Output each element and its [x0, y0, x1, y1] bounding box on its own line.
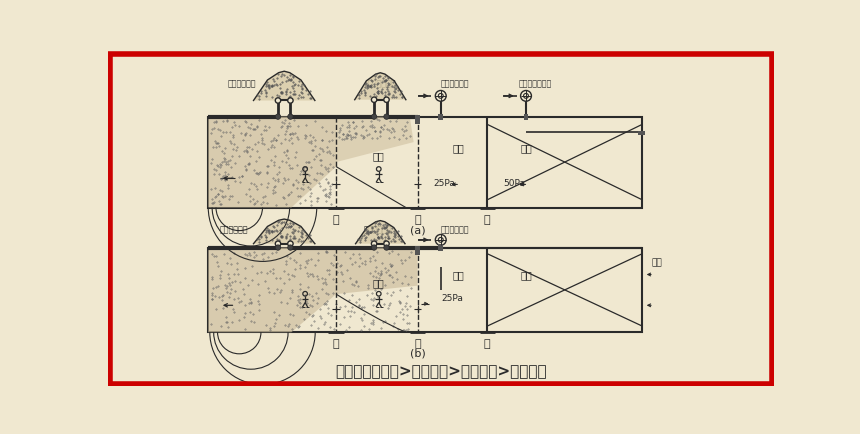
Polygon shape [254, 220, 315, 244]
Text: 房间机械排烟: 房间机械排烟 [228, 79, 256, 88]
Circle shape [439, 238, 443, 243]
Bar [524, 114, 528, 121]
Text: 走道机械排烟: 走道机械排烟 [363, 225, 392, 234]
Text: 防烟楼梯间压力>前室压力>走道压力>房间压力: 防烟楼梯间压力>前室压力>走道压力>房间压力 [335, 363, 547, 378]
Text: 走道: 走道 [373, 278, 384, 288]
Circle shape [524, 94, 528, 99]
Text: 门: 门 [415, 214, 421, 224]
Circle shape [384, 98, 390, 103]
Circle shape [439, 94, 443, 99]
Text: 50Pa: 50Pa [503, 178, 525, 187]
Text: 走道机械排烟: 走道机械排烟 [367, 79, 396, 88]
Text: 25Pa: 25Pa [441, 293, 464, 302]
Circle shape [275, 115, 280, 120]
Text: (a): (a) [409, 224, 426, 234]
Text: 前室: 前室 [452, 143, 464, 153]
Circle shape [275, 99, 280, 104]
Text: 门: 门 [333, 214, 340, 224]
Text: 外墙: 外墙 [652, 257, 662, 266]
Circle shape [435, 91, 446, 102]
Circle shape [372, 98, 377, 103]
Text: 门: 门 [415, 338, 421, 348]
Circle shape [288, 245, 293, 251]
Circle shape [275, 245, 280, 251]
Polygon shape [355, 221, 405, 244]
Bar [208, 248, 642, 332]
Circle shape [384, 245, 390, 251]
Circle shape [288, 99, 293, 104]
Circle shape [435, 235, 446, 246]
Text: 前室正压送风: 前室正压送风 [440, 225, 470, 234]
Text: 门: 门 [484, 214, 490, 224]
Text: 走道: 走道 [373, 151, 384, 161]
Polygon shape [336, 117, 414, 163]
Text: 楼梯: 楼梯 [520, 270, 531, 280]
Text: (b): (b) [409, 348, 426, 358]
Text: 楼梯间正压送风: 楼梯间正压送风 [519, 79, 551, 88]
Text: 房间机械排烟: 房间机械排烟 [220, 225, 249, 234]
Polygon shape [208, 248, 417, 332]
Bar [638, 131, 645, 136]
Text: 楼梯: 楼梯 [520, 143, 531, 153]
Circle shape [520, 91, 531, 102]
Circle shape [372, 115, 377, 120]
Bar [415, 247, 420, 256]
Bar [439, 114, 443, 121]
Polygon shape [208, 117, 336, 208]
Circle shape [384, 115, 390, 120]
Text: 前室: 前室 [452, 270, 464, 280]
Bar [415, 116, 420, 125]
Circle shape [372, 245, 377, 251]
Text: 门: 门 [333, 338, 340, 348]
Polygon shape [354, 74, 406, 101]
Text: 25Pa: 25Pa [433, 178, 456, 187]
Circle shape [288, 115, 293, 120]
Bar [208, 117, 642, 208]
Circle shape [372, 241, 377, 247]
Circle shape [384, 241, 390, 247]
Text: 门: 门 [484, 338, 490, 348]
Circle shape [275, 241, 280, 247]
Circle shape [288, 241, 293, 247]
Text: 前室正压送风: 前室正压送风 [440, 79, 470, 88]
Polygon shape [254, 72, 315, 101]
Bar [439, 245, 443, 251]
